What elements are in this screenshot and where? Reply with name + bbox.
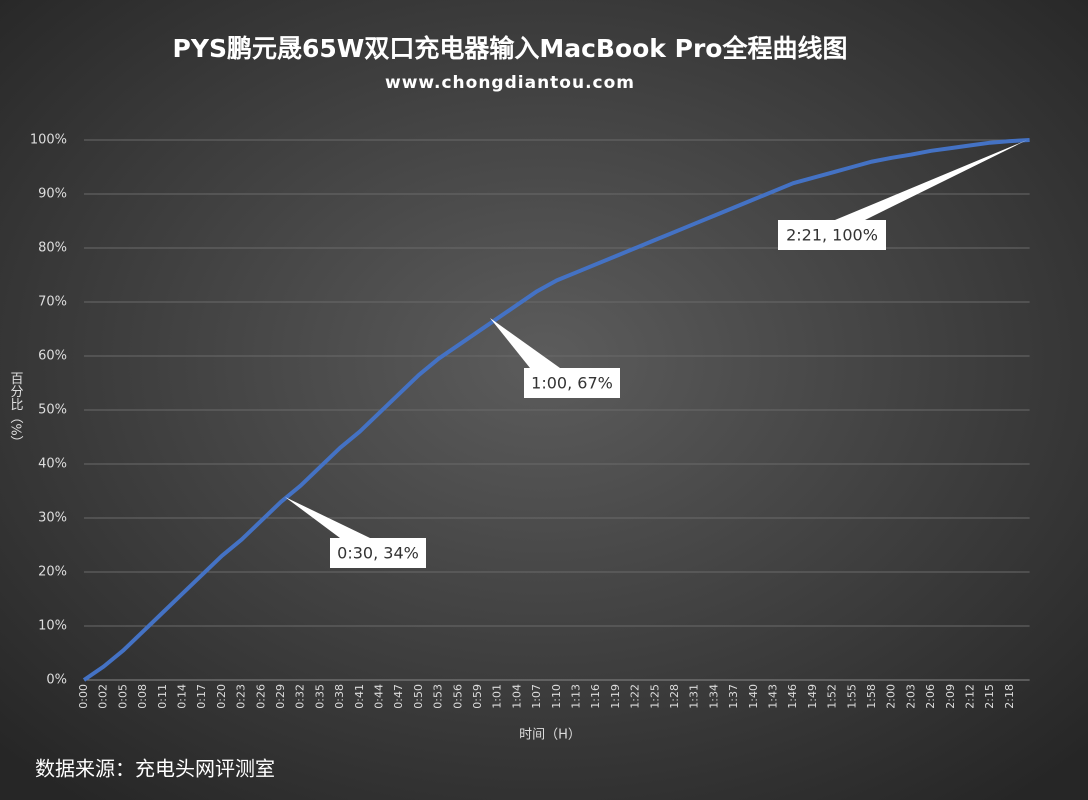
x-tick-label: 0:14 bbox=[176, 684, 189, 709]
x-tick-label: 1:19 bbox=[609, 684, 622, 709]
chart-subtitle: www.chongdiantou.com bbox=[385, 73, 635, 93]
x-tick-label: 2:18 bbox=[1003, 684, 1016, 709]
x-tick-label: 0:02 bbox=[97, 684, 110, 709]
y-tick-label: 0% bbox=[46, 673, 67, 688]
x-tick-label: 0:00 bbox=[77, 684, 90, 709]
y-tick-label: 40% bbox=[38, 457, 67, 472]
x-tick-label: 0:50 bbox=[412, 684, 425, 709]
callout-box bbox=[330, 538, 426, 568]
y-axis-label: 百分比（%） bbox=[8, 371, 24, 448]
x-tick-label: 0:41 bbox=[353, 684, 366, 709]
x-tick-label: 0:59 bbox=[471, 684, 484, 709]
annotation: 1:00, 67% bbox=[531, 374, 613, 393]
annotation: 2:21, 100% bbox=[786, 226, 878, 245]
y-tick-label: 100% bbox=[30, 133, 67, 148]
x-tick-label: 0:53 bbox=[432, 684, 445, 709]
x-tick-label: 1:04 bbox=[510, 684, 523, 709]
callout-pointer bbox=[835, 140, 1027, 220]
callout-pointer bbox=[490, 318, 560, 368]
x-tick-label: 1:25 bbox=[648, 684, 661, 709]
x-axis-label: 时间（H） bbox=[519, 728, 581, 743]
x-tick-label: 0:56 bbox=[451, 684, 464, 709]
y-tick-label: 10% bbox=[38, 619, 67, 634]
x-tick-label: 1:22 bbox=[629, 684, 642, 709]
x-tick-label: 0:29 bbox=[274, 684, 287, 709]
callout-pointer bbox=[285, 497, 370, 538]
x-tick-label: 0:05 bbox=[116, 684, 129, 709]
x-tick-label: 1:49 bbox=[806, 684, 819, 709]
annotation: 0:30, 34% bbox=[337, 544, 419, 563]
source: 数据来源：充电头网评测室 bbox=[35, 757, 275, 781]
x-tick-label: 1:13 bbox=[570, 684, 583, 709]
callout-box bbox=[524, 368, 620, 398]
chart-title: PYS鹏元晟65W双口充电器输入MacBook Pro全程曲线图 bbox=[173, 34, 848, 63]
x-tick-label: 1:37 bbox=[727, 684, 740, 709]
y-tick-label: 90% bbox=[38, 187, 67, 202]
x-tick-label: 0:08 bbox=[136, 684, 149, 709]
y-tick-label: 80% bbox=[38, 241, 67, 256]
x-tick-label: 0:35 bbox=[313, 684, 326, 709]
x-tick-label: 0:26 bbox=[254, 684, 267, 709]
x-tick-label: 2:00 bbox=[885, 684, 898, 709]
x-tick-label: 1:28 bbox=[668, 684, 681, 709]
x-tick-label: 2:15 bbox=[983, 684, 996, 709]
x-tick-label: 1:07 bbox=[530, 684, 543, 709]
x-tick-label: 1:01 bbox=[491, 684, 504, 709]
x-tick-label: 0:47 bbox=[392, 684, 405, 709]
x-tick-label: 1:16 bbox=[589, 684, 602, 709]
x-tick-label: 1:40 bbox=[747, 684, 760, 709]
x-tick-label: 0:17 bbox=[195, 684, 208, 709]
x-tick-label: 0:23 bbox=[235, 684, 248, 709]
x-tick-label: 0:20 bbox=[215, 684, 228, 709]
y-tick-label: 50% bbox=[38, 403, 67, 418]
x-tick-label: 1:55 bbox=[845, 684, 858, 709]
x-tick-label: 0:11 bbox=[156, 684, 169, 709]
line bbox=[82, 138, 1030, 682]
x-tick-label: 2:12 bbox=[964, 684, 977, 709]
x-tick-label: 1:43 bbox=[767, 684, 780, 709]
y-tick-label: 30% bbox=[38, 511, 67, 526]
y-tick-label: 20% bbox=[38, 565, 67, 580]
x-tick-label: 1:58 bbox=[865, 684, 878, 709]
x-tick-label: 1:46 bbox=[786, 684, 799, 709]
x-tick-label: 1:10 bbox=[550, 684, 563, 709]
x-tick-label: 1:52 bbox=[826, 684, 839, 709]
callout-box bbox=[778, 220, 886, 250]
x-tick-label: 1:34 bbox=[707, 684, 720, 709]
x-tick-label: 2:03 bbox=[904, 684, 917, 709]
y-tick-label: 70% bbox=[38, 295, 67, 310]
x-tick-label: 0:38 bbox=[333, 684, 346, 709]
x-tick-label: 2:06 bbox=[924, 684, 937, 709]
y-tick-label: 60% bbox=[38, 349, 67, 364]
x-tick-label: 0:44 bbox=[373, 684, 386, 709]
x-tick-label: 0:32 bbox=[294, 684, 307, 709]
x-tick-label: 1:31 bbox=[688, 684, 701, 709]
x-tick-label: 2:09 bbox=[944, 684, 957, 709]
